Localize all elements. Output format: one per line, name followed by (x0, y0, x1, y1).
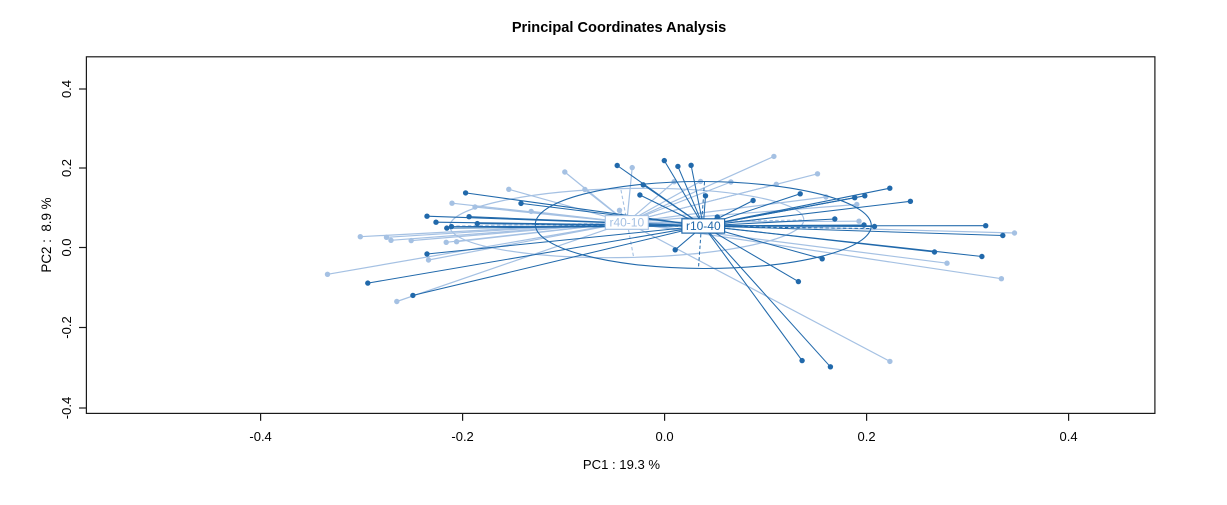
svg-text:-0.2: -0.2 (59, 316, 74, 338)
svg-text:0.2: 0.2 (858, 429, 876, 444)
svg-text:r10-40: r10-40 (686, 219, 721, 233)
svg-text:0.0: 0.0 (656, 429, 674, 444)
svg-text:PC2 : 8.9 %: PC2 : 8.9 % (39, 197, 54, 272)
svg-text:r40-10: r40-10 (609, 216, 644, 230)
svg-text:0.4: 0.4 (59, 80, 74, 98)
svg-text:PC1 : 19.3 %: PC1 : 19.3 % (583, 457, 661, 472)
svg-text:0.2: 0.2 (59, 159, 74, 177)
svg-text:-0.2: -0.2 (451, 429, 473, 444)
svg-text:0.4: 0.4 (1060, 429, 1078, 444)
svg-text:Principal Coordinates Analysis: Principal Coordinates Analysis (512, 20, 726, 36)
svg-text:0.0: 0.0 (59, 238, 74, 256)
svg-text:-0.4: -0.4 (59, 397, 74, 419)
svg-text:-0.4: -0.4 (249, 429, 271, 444)
